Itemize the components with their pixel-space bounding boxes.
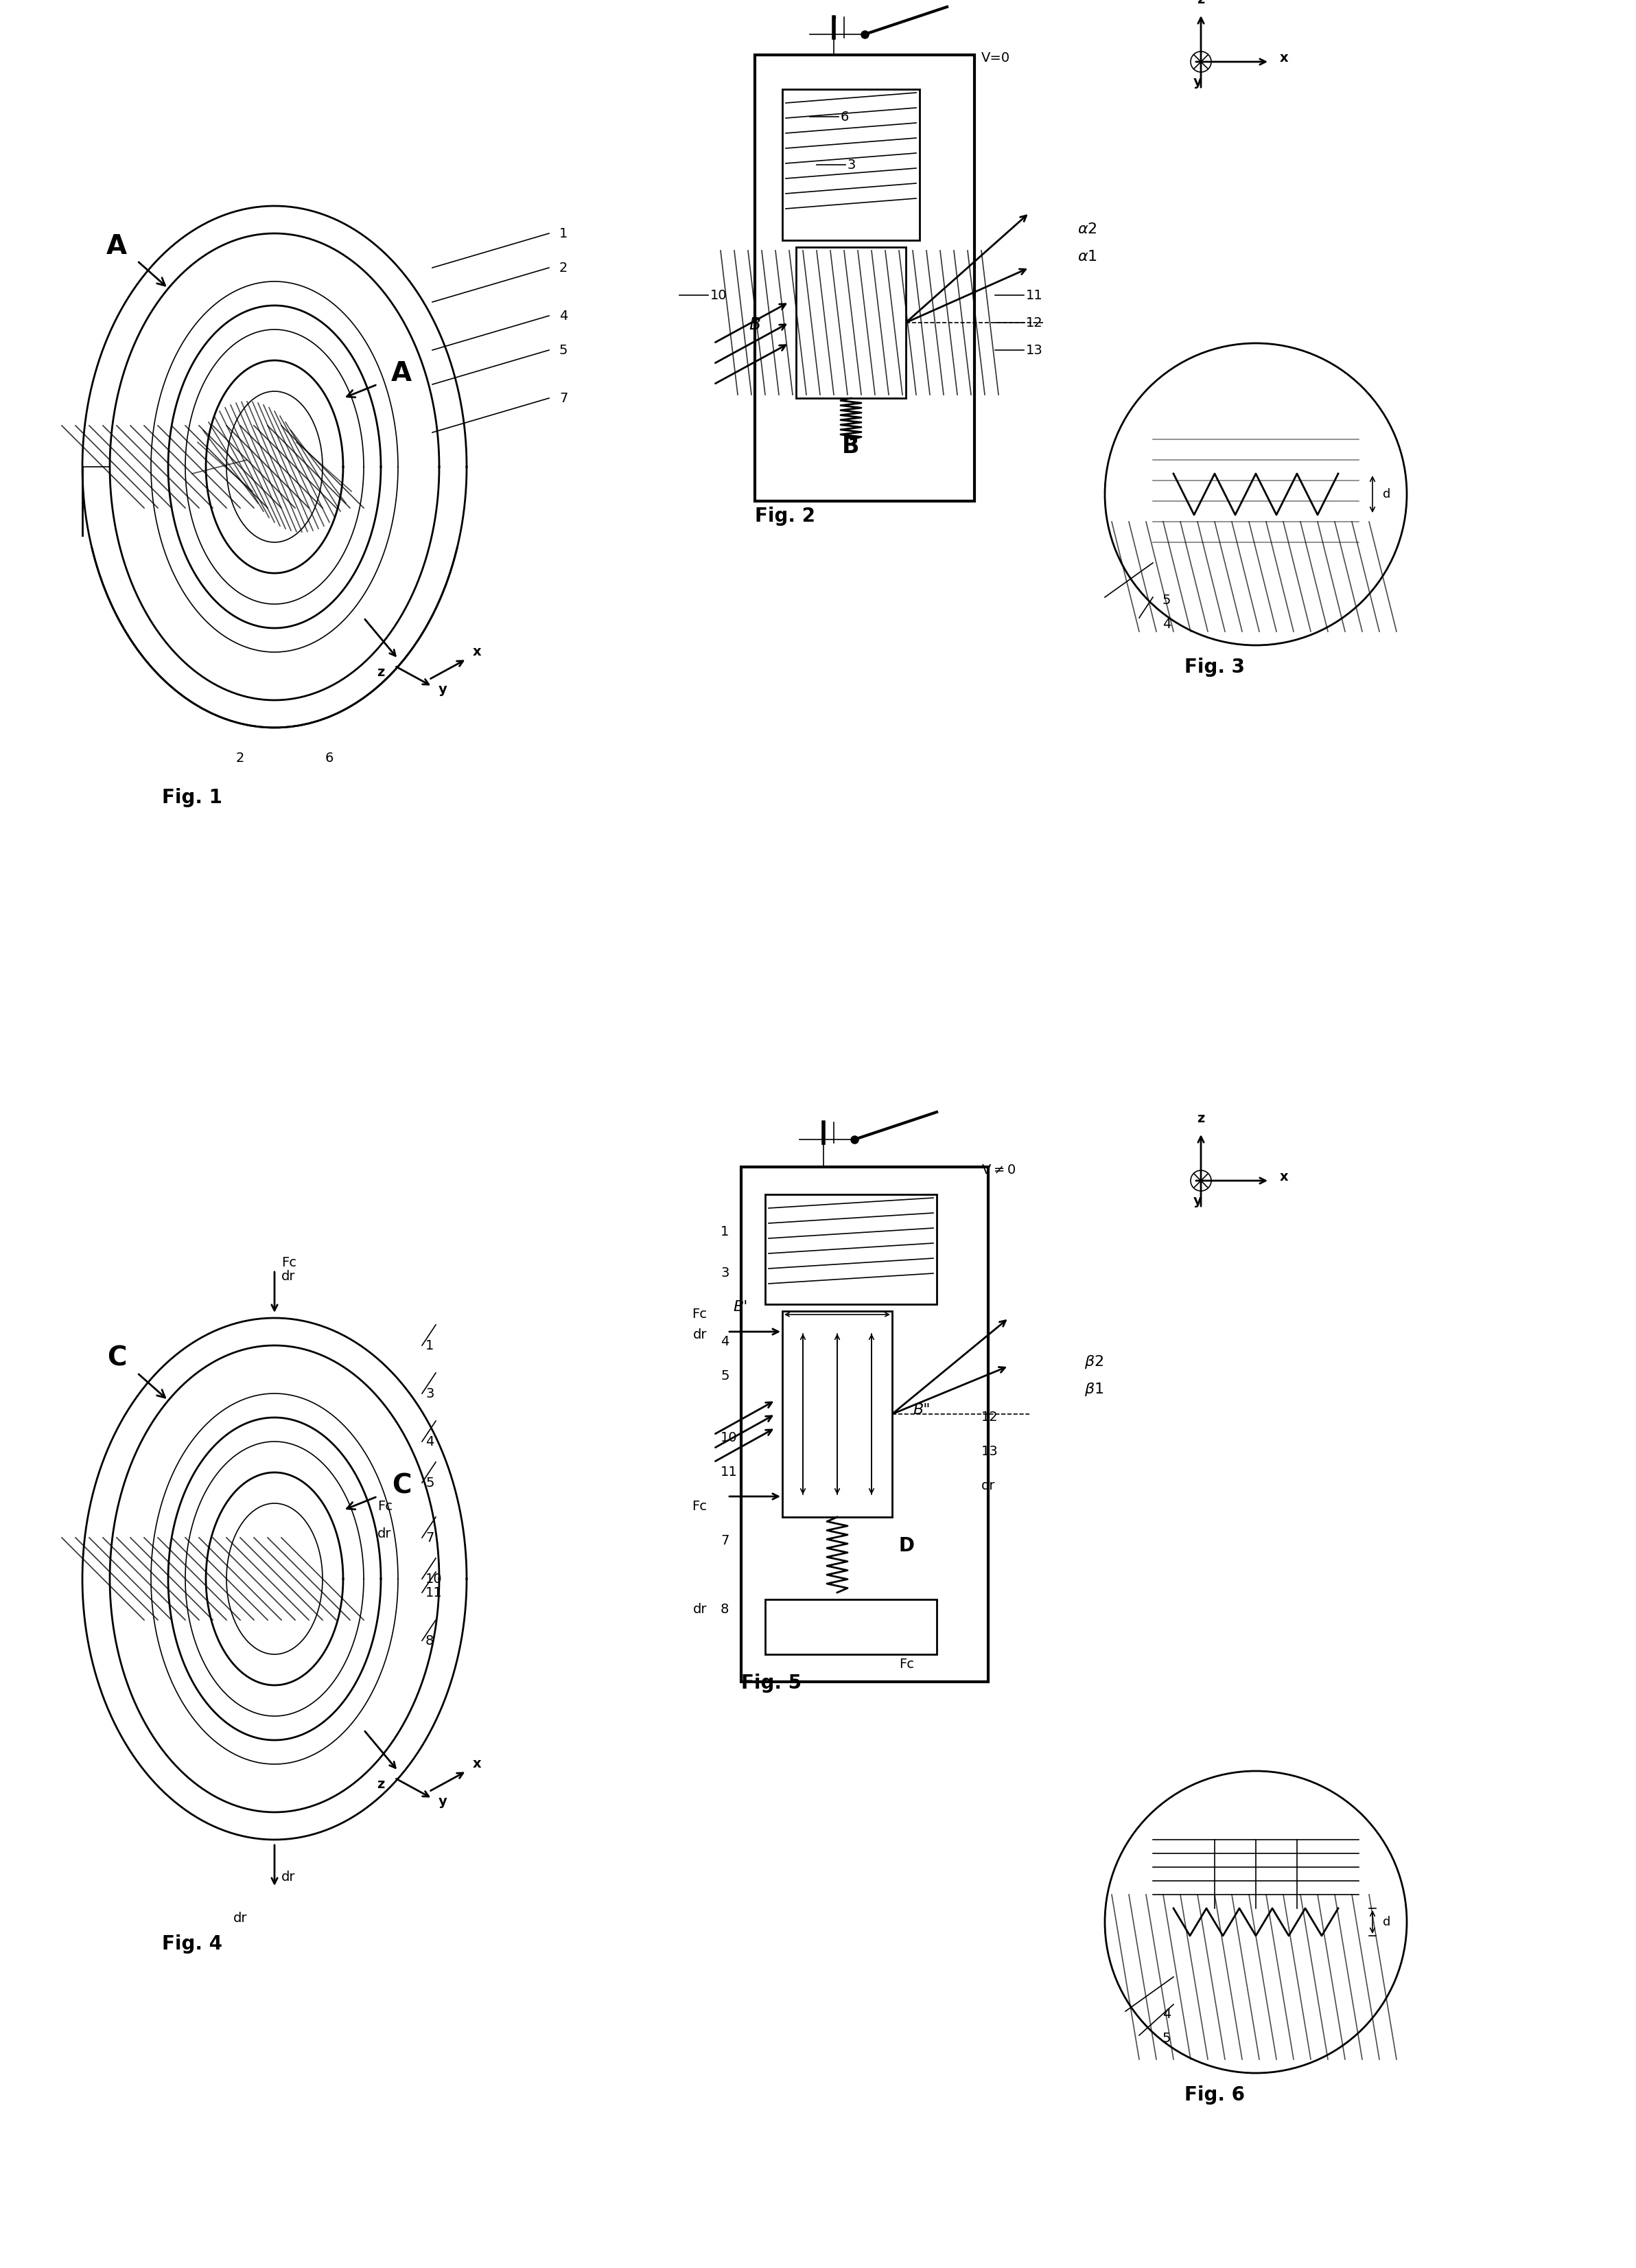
Text: B": B" <box>913 1404 931 1418</box>
Text: 4: 4 <box>1162 2007 1171 2021</box>
Text: C: C <box>391 1472 411 1499</box>
Text: Fig. 1: Fig. 1 <box>162 787 222 807</box>
Text: 7: 7 <box>560 392 568 404</box>
Text: Fc: Fc <box>692 1499 707 1513</box>
Text: 11: 11 <box>425 1585 442 1599</box>
Text: dr: dr <box>692 1329 707 1340</box>
Text: dr: dr <box>281 1871 296 1885</box>
Text: Fig. 4: Fig. 4 <box>162 1935 222 1953</box>
Text: A: A <box>391 361 412 386</box>
Text: 6: 6 <box>326 751 334 764</box>
Text: 5: 5 <box>720 1370 730 1383</box>
Text: Fig. 3: Fig. 3 <box>1184 658 1245 676</box>
Text: 13: 13 <box>982 1445 998 1458</box>
Text: 4: 4 <box>560 308 568 322</box>
Text: B': B' <box>733 1300 748 1313</box>
Text: 10: 10 <box>720 1431 738 1445</box>
Text: B: B <box>749 318 761 333</box>
Text: 4: 4 <box>720 1336 730 1347</box>
Text: d: d <box>1382 1916 1391 1928</box>
Text: dr: dr <box>378 1526 391 1540</box>
Text: 10: 10 <box>710 288 726 302</box>
Text: D: D <box>898 1535 915 1556</box>
Text: V$\neq$0: V$\neq$0 <box>982 1163 1016 1177</box>
Text: 13: 13 <box>1026 342 1042 356</box>
Text: 1: 1 <box>560 227 568 240</box>
Text: V=0: V=0 <box>982 52 1011 64</box>
Bar <box>741 1168 988 1683</box>
Text: Fc: Fc <box>692 1309 707 1320</box>
Text: B: B <box>843 435 859 458</box>
Text: 2: 2 <box>560 261 568 274</box>
Text: $\beta$1: $\beta$1 <box>1085 1381 1104 1397</box>
Text: x: x <box>1279 1170 1289 1184</box>
Text: y: y <box>1193 75 1202 88</box>
Bar <box>766 1195 937 1304</box>
Text: $\beta$2: $\beta$2 <box>1085 1354 1104 1370</box>
Text: 1: 1 <box>720 1225 730 1238</box>
Text: 10: 10 <box>425 1572 442 1585</box>
Text: 8: 8 <box>720 1603 730 1615</box>
Text: C: C <box>106 1345 126 1372</box>
Text: A: A <box>106 234 128 259</box>
Text: 7: 7 <box>720 1533 730 1547</box>
Text: 5: 5 <box>1162 594 1171 608</box>
Text: x: x <box>473 646 481 658</box>
Text: $\alpha$2: $\alpha$2 <box>1078 222 1098 236</box>
Text: 2: 2 <box>236 751 244 764</box>
Bar <box>754 54 975 501</box>
Text: z: z <box>376 1778 384 1792</box>
Text: 11: 11 <box>720 1465 738 1479</box>
Text: y: y <box>1193 1195 1202 1207</box>
Text: dr: dr <box>692 1603 707 1615</box>
Text: 4: 4 <box>1162 617 1171 631</box>
Text: y: y <box>438 683 447 696</box>
Text: 4: 4 <box>425 1436 434 1447</box>
Text: 8: 8 <box>425 1633 434 1647</box>
Text: Fc: Fc <box>898 1658 915 1672</box>
Text: 12: 12 <box>1026 315 1042 329</box>
Text: 1: 1 <box>425 1338 434 1352</box>
Text: Fig. 5: Fig. 5 <box>741 1674 802 1692</box>
Text: z: z <box>1198 0 1204 7</box>
Bar <box>782 88 919 240</box>
Text: Fc: Fc <box>378 1499 393 1513</box>
Text: dr: dr <box>281 1270 296 1284</box>
Text: 3: 3 <box>425 1388 434 1399</box>
Text: x: x <box>1279 52 1289 64</box>
Text: dr: dr <box>234 1912 247 1926</box>
Bar <box>782 1311 892 1517</box>
Text: z: z <box>376 667 384 678</box>
Text: Fig. 2: Fig. 2 <box>754 506 815 526</box>
Text: z: z <box>1198 1111 1204 1125</box>
Text: Fig. 6: Fig. 6 <box>1184 2084 1245 2105</box>
Text: 3: 3 <box>847 159 856 172</box>
Text: 6: 6 <box>841 111 849 122</box>
Text: Fc: Fc <box>281 1256 296 1270</box>
Text: 11: 11 <box>1026 288 1042 302</box>
Bar <box>766 1599 937 1653</box>
Text: 3: 3 <box>720 1266 730 1279</box>
Text: $\alpha$1: $\alpha$1 <box>1078 249 1098 263</box>
Text: y: y <box>438 1794 447 1808</box>
Text: 5: 5 <box>425 1476 434 1490</box>
Text: 5: 5 <box>1162 2032 1171 2046</box>
Text: x: x <box>473 1758 481 1771</box>
Text: 12: 12 <box>982 1411 998 1424</box>
Text: 5: 5 <box>560 342 568 356</box>
Text: 7: 7 <box>425 1531 434 1545</box>
Text: dr: dr <box>982 1479 995 1492</box>
Bar <box>797 247 906 399</box>
Text: d: d <box>1382 488 1391 501</box>
